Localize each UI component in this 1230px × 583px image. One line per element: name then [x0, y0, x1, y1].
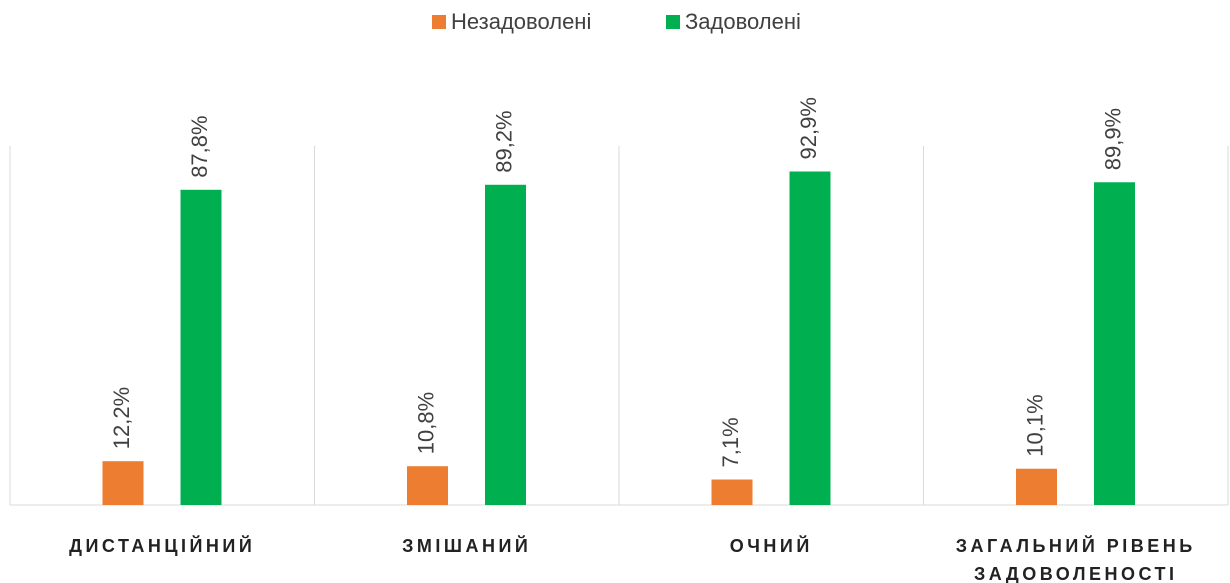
legend-label: Задоволені [685, 9, 801, 34]
bar [789, 171, 831, 505]
data-label: 89,9% [1100, 108, 1125, 170]
x-tick-label: ОЧНИЙ [729, 536, 813, 556]
data-label: 12,2% [109, 387, 134, 449]
bar [102, 461, 144, 505]
x-tick-label: ЗАГАЛЬНИЙ РІВЕНЬ ЗАДОВОЛЕНОСТІ [955, 536, 1196, 583]
x-tick-label: ДИСТАНЦІЙНИЙ [69, 536, 256, 556]
bar [180, 189, 222, 505]
data-label: 89,2% [491, 110, 516, 172]
legend-swatch [432, 15, 446, 29]
bar [407, 466, 448, 505]
legend-label: Незадоволені [451, 9, 591, 34]
x-tick-label: ЗМІШАНИЙ [402, 536, 532, 556]
bar [711, 479, 753, 505]
data-label: 92,9% [796, 97, 821, 159]
bar [1016, 468, 1057, 505]
bar [485, 184, 526, 505]
data-label: 87,8% [187, 115, 212, 177]
bar [1094, 182, 1135, 505]
data-label: 7,1% [718, 417, 743, 467]
legend-swatch [666, 15, 680, 29]
data-label: 10,8% [413, 392, 438, 454]
data-label: 10,1% [1022, 394, 1047, 456]
